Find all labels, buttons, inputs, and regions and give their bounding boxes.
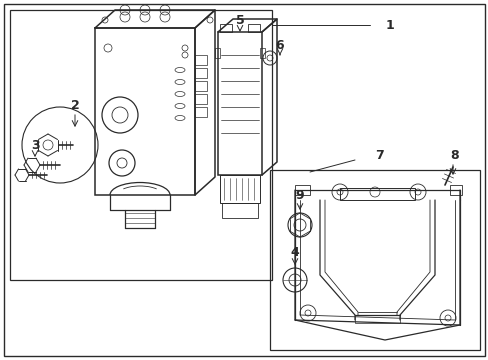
Bar (220, 24, 231, 32)
Bar (95, 28, 195, 195)
Text: 4: 4 (290, 246, 299, 258)
Bar (195, 55, 206, 65)
Text: 3: 3 (31, 139, 39, 152)
Bar (195, 107, 206, 117)
Text: 6: 6 (275, 39, 284, 51)
Bar (215, 48, 220, 58)
Bar (354, 315, 399, 323)
Text: 5: 5 (235, 14, 244, 27)
Text: 1: 1 (385, 18, 393, 32)
Bar (195, 94, 206, 104)
Bar (247, 24, 260, 32)
Bar (222, 203, 258, 218)
Bar (260, 48, 264, 58)
Bar (195, 68, 206, 78)
Text: 9: 9 (295, 189, 304, 202)
Bar (294, 185, 309, 195)
Bar (218, 32, 262, 175)
Text: 7: 7 (375, 149, 384, 162)
Bar (195, 81, 206, 91)
Bar (220, 175, 260, 203)
Bar (10, 10, 271, 280)
Text: 8: 8 (450, 149, 458, 162)
Bar (269, 170, 479, 350)
Bar (449, 185, 461, 195)
Text: 2: 2 (70, 99, 79, 112)
Bar (339, 188, 414, 200)
